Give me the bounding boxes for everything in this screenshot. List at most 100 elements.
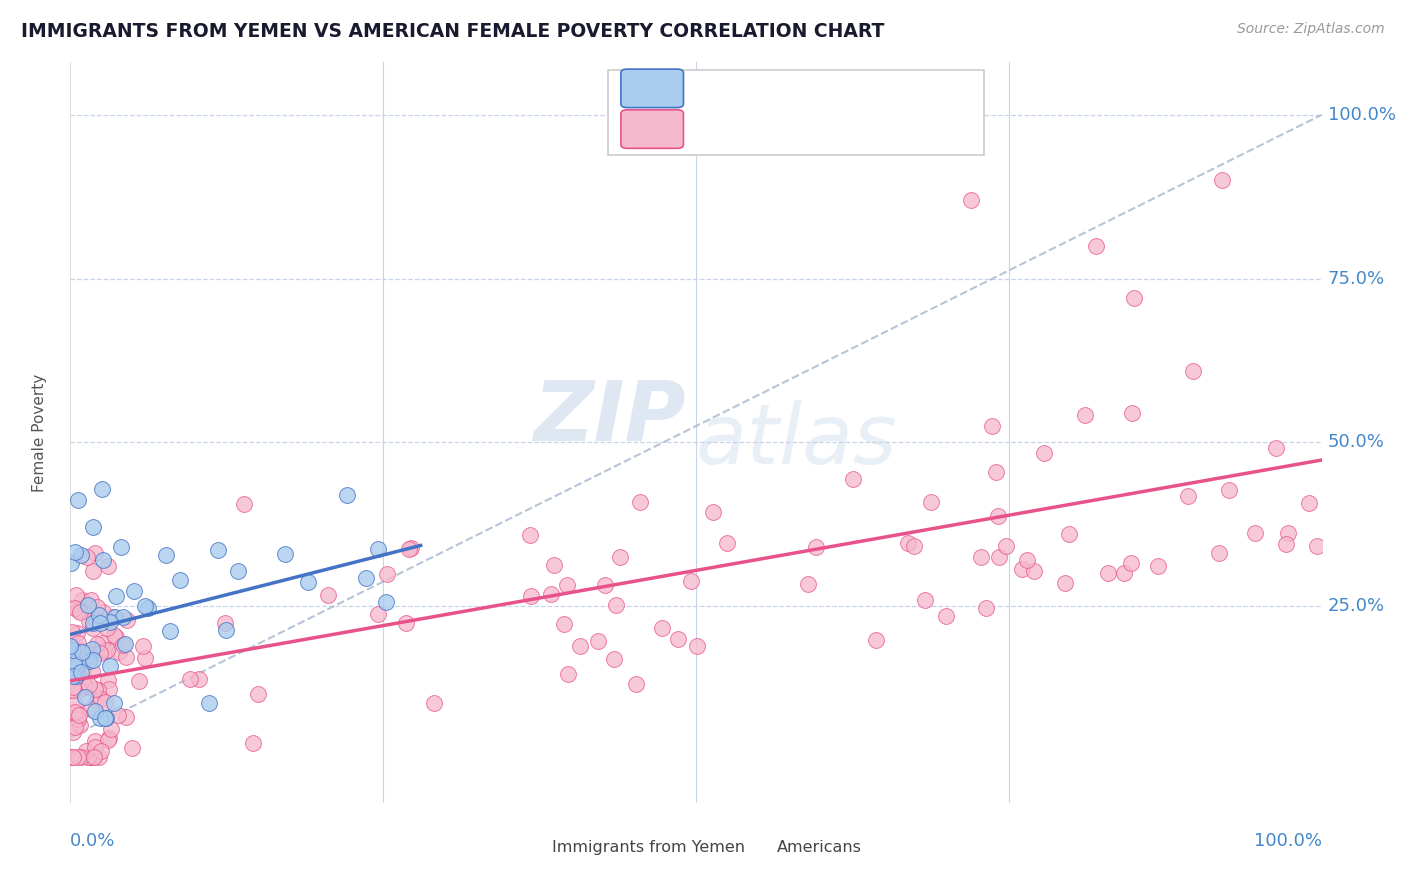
Point <box>1097 566 1119 581</box>
Point <box>128 673 150 688</box>
Point <box>1146 558 1168 573</box>
Point <box>62 750 84 764</box>
Point <box>903 539 925 553</box>
Point <box>107 707 129 722</box>
Point <box>988 550 1011 565</box>
Point <box>356 571 378 585</box>
Text: 50.0%: 50.0% <box>1327 434 1385 451</box>
Point <box>59 556 82 570</box>
Point <box>94 711 117 725</box>
Point <box>104 610 127 624</box>
Point <box>1122 291 1144 305</box>
Point <box>72 653 94 667</box>
Point <box>65 600 87 615</box>
Point <box>67 683 90 698</box>
Point <box>543 558 565 572</box>
Point <box>67 707 90 722</box>
Point <box>84 739 107 754</box>
Point <box>96 642 118 657</box>
Point <box>108 645 131 659</box>
Point <box>76 549 98 564</box>
Point <box>97 558 120 573</box>
Point <box>67 673 90 688</box>
Point <box>1085 239 1108 253</box>
Point <box>842 472 865 486</box>
Point <box>63 656 86 670</box>
Point <box>367 607 389 621</box>
Point <box>117 613 139 627</box>
Point <box>103 628 125 642</box>
Point <box>586 634 609 648</box>
Point <box>93 605 115 619</box>
Point <box>557 667 579 681</box>
Point <box>65 669 87 683</box>
Text: 25.0%: 25.0% <box>1327 598 1385 615</box>
Point <box>336 488 359 502</box>
Point <box>110 540 132 554</box>
Point <box>82 615 104 630</box>
Point <box>367 541 389 556</box>
Point <box>865 632 887 647</box>
Point <box>63 545 86 559</box>
Text: N = 51: N = 51 <box>846 79 914 97</box>
Point <box>976 601 998 615</box>
Point <box>375 567 398 582</box>
Point <box>540 587 562 601</box>
Point <box>72 645 94 659</box>
Point <box>1306 539 1329 553</box>
Point <box>115 710 138 724</box>
Point <box>103 696 125 710</box>
Point <box>1274 537 1296 551</box>
Point <box>247 687 270 701</box>
Point <box>105 630 128 644</box>
Point <box>666 632 689 646</box>
Point <box>169 573 191 587</box>
Point <box>72 674 94 689</box>
Point <box>77 654 100 668</box>
Point <box>101 610 124 624</box>
Point <box>401 541 423 556</box>
Point <box>69 648 91 663</box>
Point <box>82 664 104 678</box>
Point <box>82 750 104 764</box>
Text: 75.0%: 75.0% <box>1327 269 1385 287</box>
Point <box>131 639 153 653</box>
Point <box>374 595 396 609</box>
Point <box>70 593 93 607</box>
Point <box>97 682 120 697</box>
Point <box>609 549 631 564</box>
Point <box>1015 553 1038 567</box>
Point <box>63 662 86 676</box>
Point <box>134 599 156 613</box>
Point <box>626 676 648 690</box>
Point <box>94 695 117 709</box>
Point <box>395 615 418 630</box>
Point <box>62 680 84 694</box>
Point <box>920 495 942 509</box>
Point <box>89 642 111 657</box>
Point <box>97 673 120 688</box>
Text: 100.0%: 100.0% <box>1327 106 1396 124</box>
Point <box>73 678 96 692</box>
Point <box>67 645 90 659</box>
Point <box>83 682 105 697</box>
Point <box>98 615 121 629</box>
Point <box>686 640 709 654</box>
Point <box>77 646 100 660</box>
Point <box>66 636 89 650</box>
Point <box>1121 406 1143 420</box>
Point <box>62 725 84 739</box>
Text: Source: ZipAtlas.com: Source: ZipAtlas.com <box>1237 22 1385 37</box>
Point <box>1277 526 1299 541</box>
FancyBboxPatch shape <box>621 69 683 108</box>
Point <box>69 643 91 657</box>
Text: Americans: Americans <box>778 839 862 855</box>
Point <box>80 641 103 656</box>
Point <box>897 536 920 550</box>
Point <box>60 658 83 673</box>
Point <box>1054 576 1077 591</box>
Point <box>77 750 100 764</box>
Point <box>67 493 90 508</box>
Point <box>568 640 591 654</box>
Point <box>80 702 103 716</box>
